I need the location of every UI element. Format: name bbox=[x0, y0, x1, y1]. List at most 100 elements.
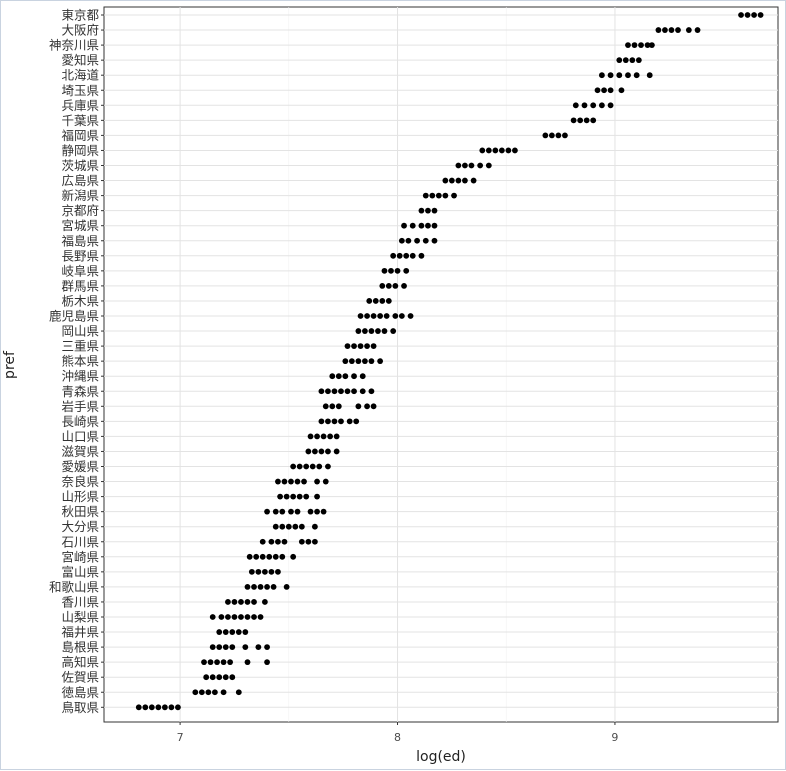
data-point bbox=[418, 252, 425, 259]
data-point bbox=[462, 177, 468, 184]
data-point bbox=[477, 162, 484, 169]
data-point bbox=[290, 463, 297, 470]
data-point bbox=[442, 192, 449, 199]
data-point bbox=[485, 162, 492, 169]
data-point bbox=[346, 418, 353, 425]
data-point bbox=[338, 418, 344, 425]
data-point bbox=[394, 267, 401, 274]
data-point bbox=[572, 102, 579, 109]
data-point bbox=[155, 704, 162, 711]
data-point bbox=[211, 689, 218, 696]
data-point bbox=[442, 177, 449, 184]
data-point bbox=[409, 222, 416, 229]
data-point bbox=[338, 388, 344, 395]
data-point bbox=[662, 27, 668, 33]
data-point bbox=[298, 538, 305, 545]
data-point bbox=[633, 72, 640, 79]
data-point bbox=[314, 433, 320, 440]
data-point bbox=[351, 388, 357, 395]
data-point bbox=[214, 659, 220, 666]
data-point bbox=[244, 614, 251, 620]
data-point bbox=[333, 448, 340, 455]
data-point bbox=[218, 614, 225, 620]
data-point bbox=[414, 237, 420, 244]
data-point bbox=[353, 418, 360, 425]
data-point bbox=[364, 343, 370, 349]
data-point bbox=[379, 298, 386, 304]
y-tick-label: 福井県 bbox=[61, 625, 99, 640]
data-points bbox=[135, 12, 764, 711]
data-point bbox=[288, 478, 294, 485]
data-point bbox=[590, 117, 597, 124]
y-tick-label: 山口県 bbox=[61, 429, 99, 444]
data-point bbox=[401, 222, 407, 229]
data-point bbox=[135, 704, 142, 711]
data-point bbox=[357, 343, 364, 349]
y-tick-label: 秋田県 bbox=[61, 504, 99, 519]
data-point bbox=[305, 448, 312, 455]
data-point bbox=[455, 177, 462, 184]
data-point bbox=[485, 147, 492, 154]
data-point bbox=[383, 313, 390, 319]
data-point bbox=[259, 553, 266, 560]
data-point bbox=[235, 629, 242, 635]
data-point bbox=[342, 373, 349, 380]
y-tick-label: 埼玉県 bbox=[61, 83, 99, 98]
y-tick-label: 千葉県 bbox=[61, 113, 99, 128]
data-point bbox=[694, 27, 701, 33]
y-tick-label: 島根県 bbox=[61, 640, 99, 655]
data-point bbox=[625, 42, 631, 48]
data-point bbox=[377, 313, 384, 319]
data-point bbox=[396, 252, 403, 259]
y-tick-label: 福島県 bbox=[61, 233, 99, 248]
data-point bbox=[255, 568, 262, 575]
data-point bbox=[607, 87, 614, 94]
y-tick-label: 愛知県 bbox=[61, 53, 99, 68]
data-point bbox=[548, 132, 555, 139]
data-point bbox=[409, 252, 416, 259]
data-point bbox=[205, 689, 212, 696]
data-point bbox=[275, 478, 281, 485]
data-point bbox=[294, 478, 301, 485]
data-point bbox=[292, 523, 299, 530]
data-point bbox=[251, 584, 257, 590]
data-point bbox=[372, 298, 379, 304]
data-point bbox=[209, 674, 216, 681]
data-point bbox=[261, 568, 268, 575]
data-point bbox=[314, 508, 320, 515]
y-tick-label: 静岡県 bbox=[61, 143, 99, 158]
y-tick-label: 東京都 bbox=[61, 8, 99, 23]
data-point bbox=[418, 207, 425, 214]
data-point bbox=[298, 523, 305, 530]
data-point bbox=[425, 222, 431, 229]
data-point bbox=[331, 418, 338, 425]
y-tick-label: 佐賀県 bbox=[61, 670, 99, 685]
y-tick-label: 沖縄県 bbox=[61, 369, 99, 384]
data-point bbox=[246, 553, 253, 560]
data-point bbox=[631, 42, 638, 48]
data-point bbox=[251, 599, 257, 605]
data-point bbox=[451, 192, 457, 199]
data-point bbox=[275, 568, 281, 575]
data-point bbox=[229, 674, 236, 681]
data-point bbox=[325, 448, 331, 455]
data-point bbox=[594, 87, 601, 94]
data-point bbox=[255, 644, 262, 650]
data-point bbox=[401, 283, 407, 289]
data-point bbox=[368, 328, 375, 334]
data-point bbox=[744, 12, 751, 18]
data-point bbox=[314, 493, 320, 500]
y-tick-label: 三重県 bbox=[61, 339, 99, 354]
data-point bbox=[455, 162, 462, 169]
data-point bbox=[342, 358, 349, 365]
data-point bbox=[638, 42, 644, 48]
y-tick-label: 富山県 bbox=[61, 564, 99, 579]
data-point bbox=[757, 12, 764, 18]
data-point bbox=[562, 132, 568, 139]
data-point bbox=[203, 674, 210, 681]
data-point bbox=[253, 553, 260, 560]
data-point bbox=[257, 584, 264, 590]
data-point bbox=[294, 508, 301, 515]
